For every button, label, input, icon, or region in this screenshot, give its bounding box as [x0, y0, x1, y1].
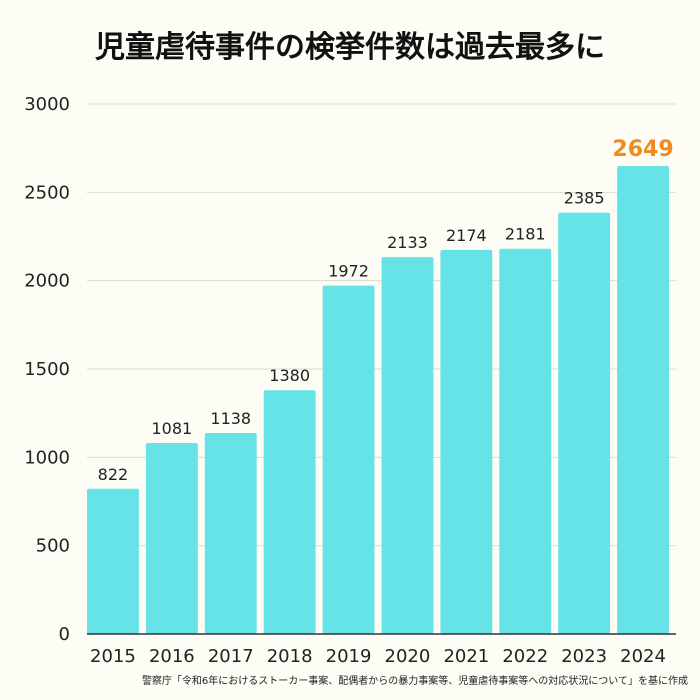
bar-2019	[322, 285, 375, 634]
y-tick-label: 0	[59, 624, 70, 645]
x-tick-label: 2016	[149, 646, 195, 667]
data-label: 2649	[612, 137, 673, 162]
bar-2021	[440, 249, 493, 634]
y-tick-label: 1000	[24, 447, 70, 468]
data-label: 1380	[269, 366, 310, 385]
x-tick-label: 2022	[502, 646, 548, 667]
x-tick-label: 2021	[443, 646, 489, 667]
x-tick-label: 2019	[326, 646, 372, 667]
y-tick-label: 2000	[24, 271, 70, 292]
data-label: 2385	[564, 189, 605, 208]
x-tick-label: 2018	[267, 646, 313, 667]
bar-2018	[263, 390, 316, 634]
source-note: 警察庁「令和6年におけるストーカー事案、配偶者からの暴力事案等、児童虐待事案等へ…	[141, 676, 688, 687]
y-tick-label: 3000	[24, 94, 70, 115]
data-label: 2181	[505, 225, 546, 244]
data-label: 2133	[387, 233, 428, 252]
x-tick-label: 2024	[620, 646, 666, 667]
x-tick-label: 2015	[90, 646, 136, 667]
bar-2020	[381, 257, 434, 634]
x-tick-label: 2023	[561, 646, 607, 667]
bar-2024	[617, 166, 669, 634]
data-label: 2174	[446, 226, 487, 245]
data-label: 822	[98, 465, 129, 484]
y-tick-label: 500	[36, 536, 70, 557]
bar-2016	[145, 443, 198, 634]
bar-2017	[204, 432, 257, 634]
bar-2015	[87, 488, 139, 634]
bar-2023	[558, 212, 611, 634]
x-tick-label: 2017	[208, 646, 254, 667]
data-label: 1138	[210, 409, 251, 428]
x-tick-label: 2020	[385, 646, 431, 667]
chart-title: 児童虐待事件の検挙件数は過去最多に	[95, 30, 605, 65]
y-tick-label: 1500	[24, 359, 70, 380]
bar-2022	[499, 248, 552, 634]
data-label: 1972	[328, 262, 369, 281]
y-tick-label: 2500	[24, 182, 70, 203]
data-label: 1081	[151, 419, 192, 438]
